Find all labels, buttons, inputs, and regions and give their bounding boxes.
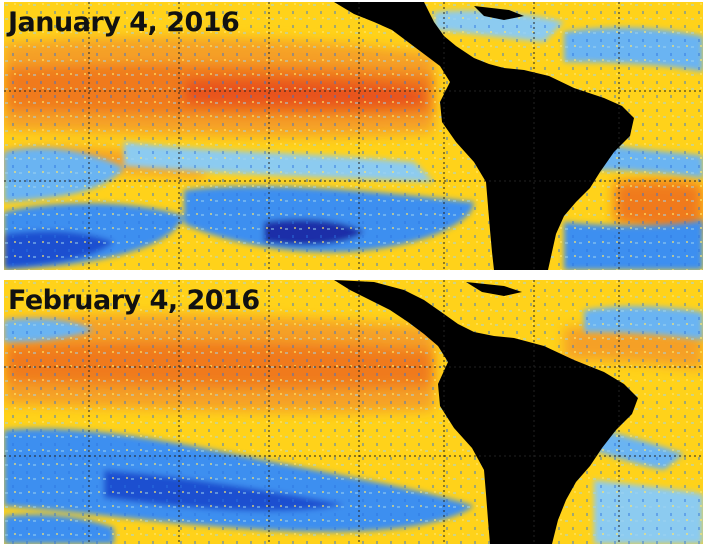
date-label-february: February 4, 2016 (8, 285, 260, 316)
sst-anomaly-map-january (4, 2, 703, 270)
sst-map-january: January 4, 2016 (4, 2, 703, 270)
sst-map-february: February 4, 2016 (4, 280, 703, 544)
land-mass (334, 280, 638, 544)
graticule (4, 2, 703, 270)
sst-anomaly-map-february (4, 280, 703, 544)
date-label-january: January 4, 2016 (8, 7, 240, 38)
graticule (4, 280, 703, 544)
land-mass (334, 2, 634, 270)
